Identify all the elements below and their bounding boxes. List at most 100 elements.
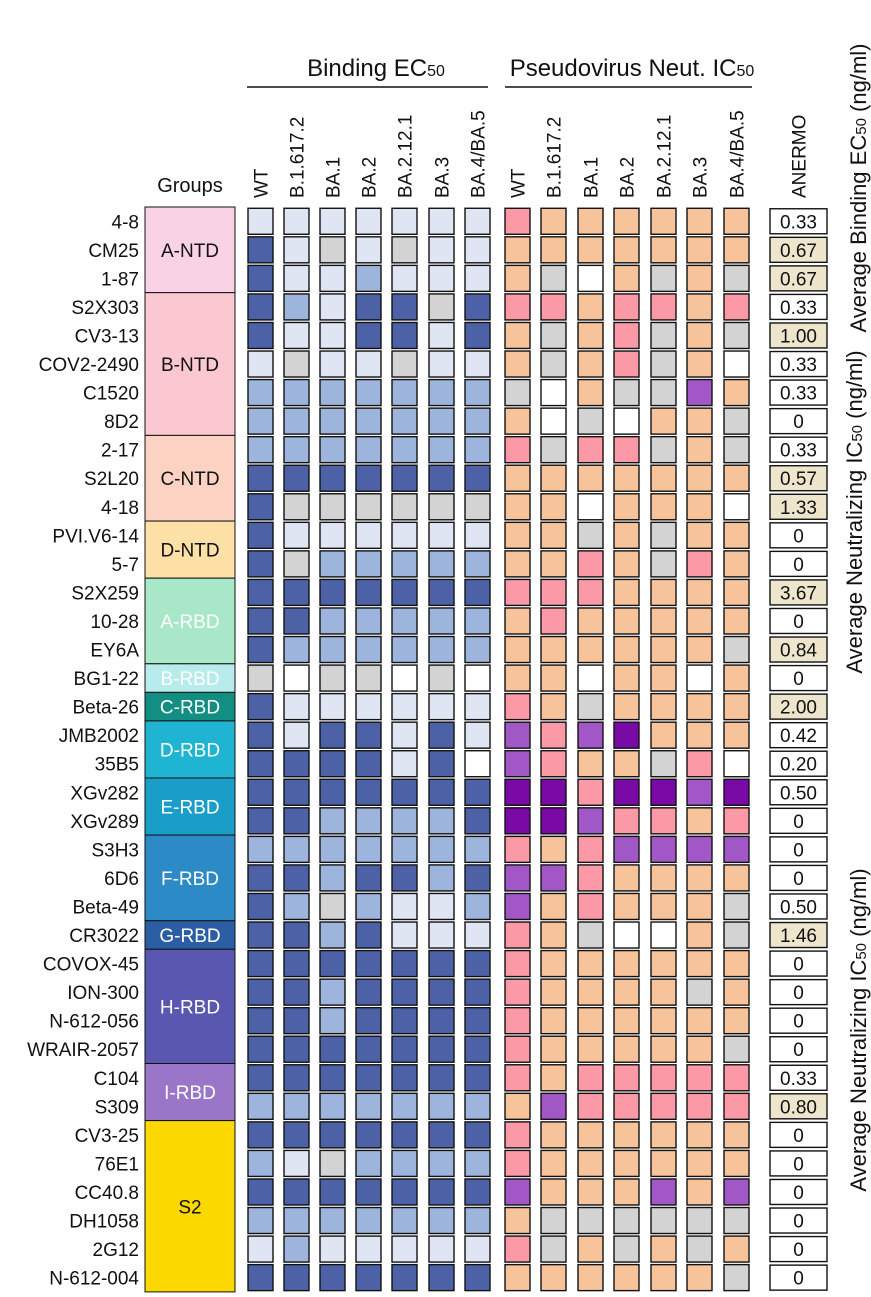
antibody-label: N-612-056	[49, 1012, 139, 1033]
group-block	[144, 434, 236, 522]
neut-cell	[686, 264, 713, 293]
neut-cell	[577, 293, 604, 321]
group-label: F-RBD	[161, 869, 219, 890]
binding-cell	[283, 1206, 310, 1235]
binding-cell	[391, 978, 418, 1006]
binding-cell	[355, 635, 382, 664]
binding-col-label: B.1.617.2	[288, 117, 309, 198]
neut-cell	[540, 435, 567, 464]
neut-cell	[723, 321, 750, 350]
binding-cell	[391, 864, 418, 892]
neut-cell	[723, 1149, 750, 1178]
binding-cell	[391, 1121, 418, 1149]
neut-cell	[723, 1263, 750, 1292]
group-label: G-RBD	[159, 926, 220, 947]
binding-cell	[391, 1235, 418, 1263]
neut-cell	[686, 721, 713, 749]
neut-cell	[613, 435, 640, 464]
binding-cell	[428, 435, 455, 464]
binding-cell	[283, 1149, 310, 1178]
neut-cell	[613, 321, 640, 350]
binding-cell	[319, 607, 346, 635]
anermo-value: 0.67	[780, 241, 817, 262]
binding-cell	[319, 921, 346, 949]
antibody-label: CV3-13	[75, 326, 139, 347]
binding-cell	[391, 635, 418, 664]
binding-cell	[355, 1206, 382, 1235]
neut-cell	[723, 607, 750, 635]
binding-cell	[428, 378, 455, 407]
binding-cell	[355, 1035, 382, 1063]
neut-cell	[723, 1235, 750, 1263]
anermo-value: 0	[793, 669, 804, 690]
binding-cell	[428, 692, 455, 721]
binding-cell	[355, 207, 382, 235]
binding-cell	[391, 1092, 418, 1121]
antibody-label: CC40.8	[75, 1183, 139, 1204]
neut-cell	[650, 692, 677, 721]
binding-cell	[464, 321, 491, 350]
binding-cell	[428, 493, 455, 521]
anermo-cell	[769, 921, 828, 949]
binding-cell	[247, 750, 274, 778]
neut-cell	[540, 1121, 567, 1149]
neut-cell	[577, 464, 604, 492]
neut-cell	[650, 1235, 677, 1263]
anermo-cell	[769, 664, 828, 692]
neut-cell	[723, 750, 750, 778]
antibody-label: 8D2	[104, 412, 139, 433]
binding-cell	[464, 1092, 491, 1121]
neut-cell	[650, 807, 677, 835]
binding-cell	[319, 493, 346, 521]
neut-cell	[613, 378, 640, 407]
anermo-cell	[769, 265, 828, 292]
binding-col-label: BA.4/BA.5	[469, 110, 490, 198]
binding-cell	[247, 1178, 274, 1206]
neut-cell	[650, 721, 677, 749]
binding-cell	[283, 607, 310, 635]
binding-cell	[319, 1149, 346, 1178]
binding-cell	[391, 1064, 418, 1092]
binding-cell	[464, 493, 491, 521]
binding-cell	[355, 721, 382, 749]
antibody-label: 10-28	[90, 612, 139, 633]
neut-cell	[540, 750, 567, 778]
binding-cell	[355, 892, 382, 921]
neut-cell	[504, 578, 531, 607]
anermo-value: 0.33	[780, 298, 817, 319]
binding-cell	[247, 1206, 274, 1235]
antibody-label: S2X303	[71, 298, 139, 319]
antibody-label: WRAIR-2057	[27, 1040, 139, 1061]
anermo-value: 0.20	[780, 755, 817, 776]
neut-cell	[650, 607, 677, 635]
binding-cell	[355, 921, 382, 949]
neut-cell	[723, 835, 750, 864]
group-label: E-RBD	[160, 798, 219, 819]
neut-cell	[686, 521, 713, 550]
binding-cell	[355, 321, 382, 350]
anermo-cell	[769, 1036, 828, 1063]
binding-cell	[247, 835, 274, 864]
binding-cell	[391, 607, 418, 635]
binding-cell	[428, 1092, 455, 1121]
binding-cell	[355, 1263, 382, 1292]
anermo-cell	[769, 1121, 828, 1149]
neut-cell	[686, 978, 713, 1006]
binding-cell	[247, 978, 274, 1006]
neut-cell	[504, 407, 531, 435]
neut-col-label: WT	[509, 168, 530, 198]
antibody-label: 5-7	[112, 555, 139, 576]
binding-cell	[319, 464, 346, 492]
neut-cell	[540, 664, 567, 692]
binding-cell	[464, 378, 491, 407]
binding-cell	[464, 1206, 491, 1235]
anermo-value: 0	[793, 1154, 804, 1175]
binding-cell	[464, 1149, 491, 1178]
binding-cell	[391, 1006, 418, 1035]
binding-col-label: BA.1	[324, 157, 345, 198]
neut-cell	[613, 578, 640, 607]
neut-col-label: B.1.617.2	[545, 117, 566, 198]
neut-cell	[540, 293, 567, 321]
binding-cell	[355, 1006, 382, 1035]
